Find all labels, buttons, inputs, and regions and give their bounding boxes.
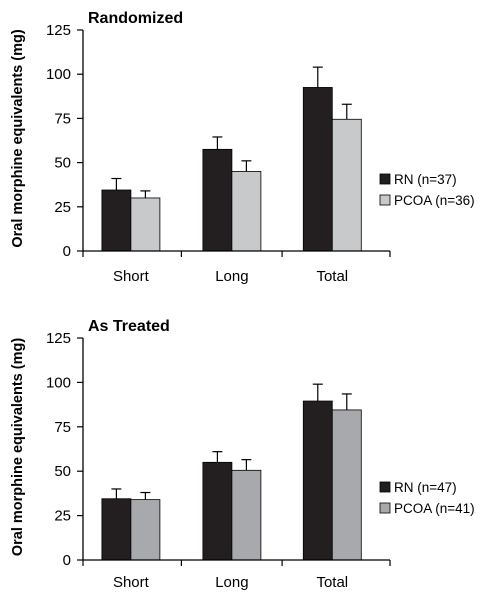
y-tick-label: 25 [54,199,71,216]
legend-label: RN (n=47) [394,480,457,495]
bar-total-pcoa [331,118,362,252]
y-axis-title: Oral morphine equivalents (mg) [10,338,26,557]
legend-swatch [379,481,391,493]
y-axis-title: Oral morphine equivalents (mg) [10,29,26,248]
y-tick-label: 50 [54,155,71,172]
legend-label: PCOA (n=36) [394,193,475,208]
legend-label: PCOA (n=41) [394,501,475,516]
y-tick-label: 100 [46,66,71,83]
chart-title: Randomized [88,10,183,27]
bar-short-rn [101,498,132,561]
legend-swatch [379,502,391,514]
bar-long-rn [202,148,233,252]
chart-panel-2: As Treated Oral morphine equivalents (mg)… [10,318,475,591]
y-tick-label: 25 [54,508,71,525]
y-tick-label: 0 [63,552,71,569]
chart-title: As Treated [88,318,170,335]
bar-short-pcoa [130,499,161,561]
y-tick-label: 100 [46,374,71,391]
legend-swatch [379,173,391,185]
x-tick-label: Long [215,574,248,591]
y-tick-label: 75 [54,110,71,127]
y-tick-label: 50 [54,463,71,480]
bar-long-rn [202,461,233,561]
bar-total-rn [302,400,333,561]
x-tick-label: Short [113,268,150,285]
bar-total-pcoa [331,409,362,561]
y-tick-label: 0 [63,243,71,260]
x-tick-label: Total [316,268,348,285]
bar-short-rn [101,189,132,252]
x-tick-label: Short [113,574,150,591]
legend-swatch [379,194,391,206]
bar-long-pcoa [231,171,262,252]
legend-label: RN (n=37) [394,172,457,187]
chart-panel-1: Randomized Oral morphine equivalents (mg)… [10,10,475,285]
x-tick-label: Long [215,268,248,285]
y-tick-label: 75 [54,419,71,436]
y-tick-label: 125 [46,22,71,39]
bar-short-pcoa [130,197,161,252]
bar-long-pcoa [231,469,262,561]
y-tick-label: 125 [46,330,71,347]
x-tick-label: Total [316,574,348,591]
bar-total-rn [302,87,333,252]
